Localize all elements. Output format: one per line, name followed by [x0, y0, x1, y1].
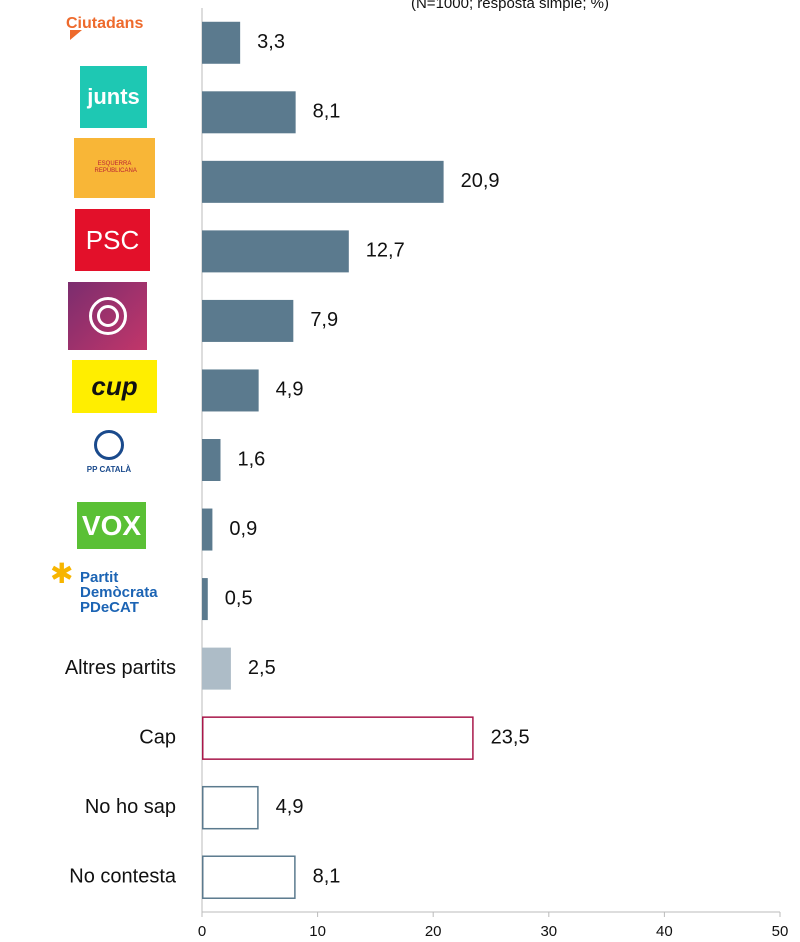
logo-cup: cup	[72, 360, 157, 413]
bar	[202, 855, 296, 899]
bar	[202, 439, 221, 481]
value-label: 2,5	[248, 657, 276, 679]
logo-text: junts	[87, 84, 140, 109]
logo-psc: PSC	[75, 209, 150, 271]
logo-vox: VOX	[77, 502, 146, 549]
logo-text: ESQUERRA REPUBLICANA	[94, 161, 137, 174]
chart-subtitle: (N=1000; resposta simple; %)	[411, 0, 609, 12]
value-label: 23,5	[491, 726, 530, 748]
bar	[202, 785, 259, 830]
logo-junts: junts	[80, 66, 147, 128]
bar	[202, 369, 259, 412]
value-label: 0,9	[229, 518, 257, 540]
bar	[202, 647, 231, 690]
value-label: 0,5	[225, 587, 253, 609]
logo-text: Ciutadans	[66, 15, 144, 32]
value-label: 3,3	[257, 31, 285, 53]
logo-text: Partit Demòcrata PDeCAT	[80, 568, 158, 616]
logo-text: PSC	[85, 224, 140, 255]
value-label: 12,7	[366, 240, 405, 262]
value-label: 8,1	[313, 866, 341, 888]
x-tick-label: 20	[425, 923, 442, 940]
bar	[202, 160, 444, 203]
bar	[202, 21, 241, 64]
x-tick-label: 50	[772, 923, 789, 940]
logo-pdecat: Partit Demòcrata PDeCAT	[80, 564, 180, 620]
bar	[202, 578, 208, 621]
value-label: 4,9	[276, 379, 304, 401]
bar	[202, 91, 296, 134]
value-label: 7,9	[310, 309, 338, 331]
x-tick-label: 10	[309, 923, 326, 940]
logo-ciutadans: Ciutadans	[66, 10, 166, 38]
y-tick-label: Altres partits	[65, 657, 176, 679]
bar	[202, 716, 474, 760]
bar	[202, 299, 294, 342]
y-tick-label: No ho sap	[85, 796, 176, 818]
bar	[202, 230, 349, 273]
logo-mark	[70, 30, 82, 40]
value-label: 8,1	[313, 101, 341, 123]
y-tick-label: Cap	[139, 726, 176, 748]
logo-pp: PP CATALÀ	[79, 462, 139, 476]
y-tick-label: No contesta	[69, 866, 177, 888]
value-label: 1,6	[237, 448, 265, 470]
logo-erc: ESQUERRA REPUBLICANA	[74, 138, 155, 198]
logo-comuns	[68, 282, 147, 350]
logo-pp-circle	[94, 430, 124, 460]
bar	[202, 508, 213, 551]
value-label: 4,9	[276, 796, 304, 818]
x-tick-label: 40	[656, 923, 673, 940]
logo-text: VOX	[81, 509, 142, 541]
x-tick-label: 0	[198, 923, 206, 940]
logo-text: cup	[91, 371, 138, 401]
value-label: 20,9	[461, 170, 500, 192]
x-tick-label: 30	[540, 923, 557, 940]
logo-circles	[88, 297, 127, 335]
logo-text: PP CATALÀ	[86, 464, 132, 474]
logo-star: ✱	[50, 558, 74, 589]
